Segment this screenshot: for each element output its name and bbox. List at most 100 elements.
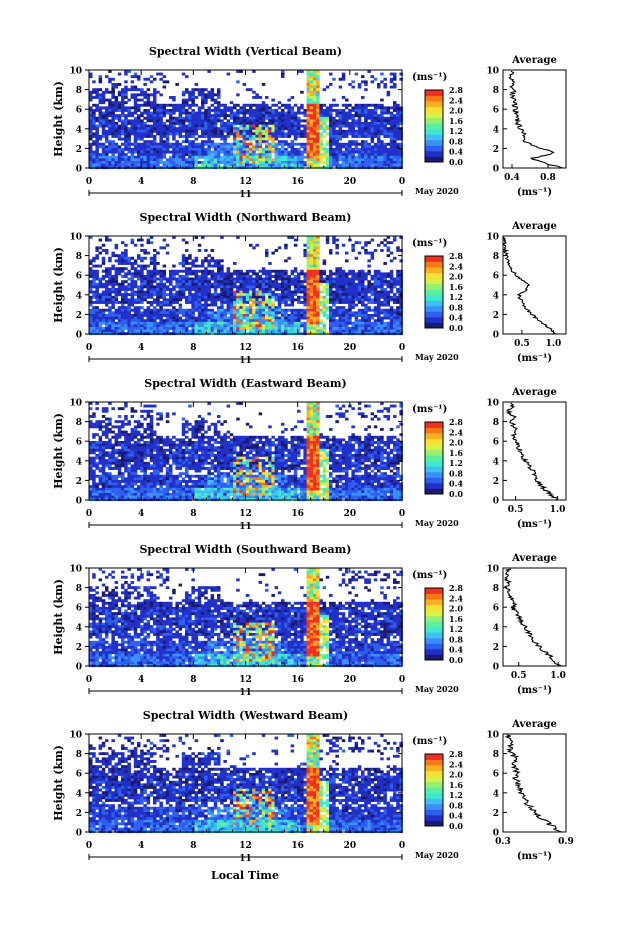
- heatmap-cell: [361, 163, 365, 167]
- heatmap-cell: [249, 103, 253, 107]
- heatmap-cell: [201, 306, 205, 310]
- heatmap-cell: [303, 311, 307, 315]
- heatmap-cell: [95, 145, 99, 149]
- heatmap-cell: [284, 158, 288, 162]
- heatmap-cell: [98, 122, 103, 125]
- heatmap-cell: [338, 298, 343, 302]
- heatmap-cell: [281, 116, 285, 120]
- heatmap-cell: [188, 269, 192, 273]
- heatmap-cell: [121, 293, 125, 297]
- heatmap-cell: [364, 106, 368, 110]
- heatmap-cell: [201, 329, 205, 333]
- heatmap-cell: [300, 269, 304, 273]
- heatmap-cell: [153, 298, 157, 302]
- heatmap-cell: [383, 295, 387, 299]
- heatmap-cell: [258, 103, 263, 107]
- heatmap-cell: [306, 329, 311, 333]
- heatmap-cell: [124, 262, 128, 265]
- heatmap-cell: [361, 75, 365, 79]
- heatmap-cell: [370, 150, 375, 154]
- heatmap-cell: [306, 282, 311, 286]
- heatmap-cell: [277, 129, 282, 133]
- heatmap-cell: [108, 98, 112, 102]
- heatmap-cell: [220, 316, 224, 320]
- heatmap-cell: [159, 269, 163, 273]
- heatmap-cell: [361, 153, 365, 157]
- heatmap-cell: [133, 109, 138, 112]
- heatmap-cell: [332, 77, 336, 81]
- heatmap-cell: [117, 319, 122, 323]
- heatmap-cell: [137, 127, 141, 131]
- heatmap-cell: [121, 321, 125, 325]
- heatmap-cell: [101, 256, 106, 260]
- heatmap-cell: [322, 303, 327, 307]
- heatmap-cell: [242, 103, 247, 107]
- heatmap-cell: [175, 106, 179, 110]
- heatmap-cell: [313, 243, 317, 247]
- heatmap-cell: [105, 161, 109, 164]
- heatmap-cell: [159, 282, 163, 286]
- heatmap-cell: [361, 301, 365, 304]
- heatmap-cell: [252, 298, 256, 302]
- heatmap-cell: [309, 259, 314, 263]
- heatmap-cell: [249, 321, 253, 325]
- heatmap-cell: [114, 142, 119, 146]
- heatmap-cell: [140, 88, 144, 92]
- heatmap-cell: [98, 106, 103, 110]
- heatmap-cell: [95, 88, 99, 92]
- y-tick-label: 6: [76, 106, 82, 116]
- heatmap-cell: [316, 269, 320, 273]
- heatmap-cell: [92, 324, 96, 328]
- heatmap-cell: [357, 135, 362, 138]
- heatmap-cell: [95, 327, 99, 330]
- heatmap-cell: [181, 140, 186, 144]
- heatmap-cell: [229, 314, 234, 317]
- heatmap-cell: [277, 293, 282, 297]
- heatmap-cell: [361, 280, 365, 284]
- heatmap-cell: [277, 155, 282, 159]
- heatmap-cell: [169, 311, 173, 315]
- heatmap-cell: [143, 282, 147, 286]
- heatmap-cell: [258, 269, 263, 273]
- heatmap-cell: [194, 277, 199, 281]
- heatmap-cell: [380, 163, 384, 167]
- heatmap-cell: [137, 106, 141, 110]
- heatmap-cell: [322, 298, 327, 302]
- heatmap-cell: [242, 272, 247, 276]
- heatmap-cell: [341, 288, 346, 291]
- heatmap-cell: [316, 259, 320, 263]
- heatmap-cell: [223, 137, 227, 141]
- heatmap-cell: [95, 288, 99, 291]
- heatmap-cell: [325, 85, 330, 89]
- heatmap-cell: [114, 109, 119, 112]
- heatmap-cell: [133, 272, 138, 276]
- heatmap-cell: [143, 319, 147, 323]
- heatmap-cell: [271, 158, 275, 162]
- heatmap-cell: [233, 114, 237, 118]
- heatmap-cell: [137, 264, 141, 268]
- heatmap-cell: [386, 308, 391, 312]
- heatmap-cell: [322, 290, 327, 294]
- heatmap-cell: [293, 129, 298, 133]
- heatmap-cell: [309, 140, 314, 144]
- heatmap-cell: [354, 241, 359, 245]
- heatmap-cell: [105, 249, 109, 252]
- heatmap-cell: [207, 114, 211, 118]
- heatmap-cell: [226, 124, 231, 128]
- heatmap-cell: [306, 327, 311, 330]
- heatmap-cell: [121, 153, 125, 157]
- heatmap-cell: [297, 290, 301, 294]
- heatmap-cell: [191, 316, 195, 320]
- heatmap-cell: [201, 148, 205, 151]
- heatmap-cell: [233, 290, 237, 294]
- heatmap-cell: [207, 282, 211, 286]
- heatmap-cell: [335, 277, 339, 281]
- heatmap-cell: [293, 319, 298, 323]
- heatmap-cell: [114, 158, 119, 162]
- heatmap-cell: [233, 148, 237, 151]
- heatmap-cell: [188, 96, 192, 99]
- heatmap-cell: [303, 114, 307, 118]
- heatmap-cell: [367, 316, 371, 320]
- heatmap-cell: [194, 327, 199, 330]
- heatmap-cell: [252, 150, 256, 154]
